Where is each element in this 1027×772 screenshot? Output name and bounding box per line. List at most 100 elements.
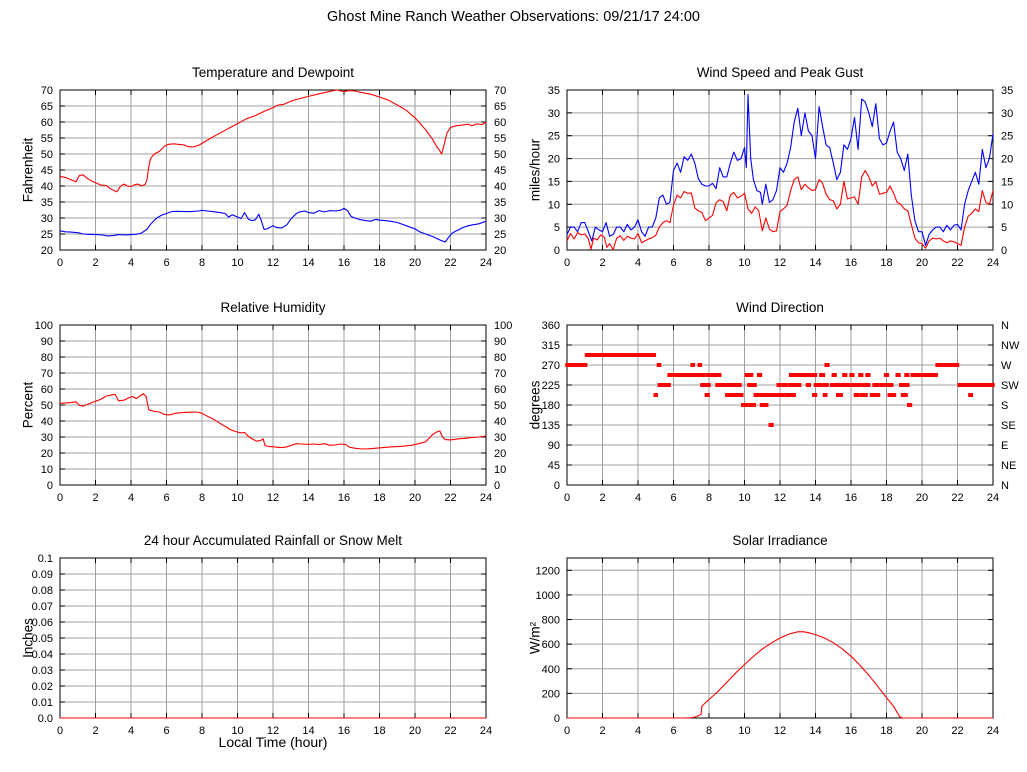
svg-text:70: 70 [41,85,53,97]
svg-text:18: 18 [373,725,385,737]
svg-text:0: 0 [1001,245,1007,257]
svg-text:70: 70 [494,368,506,380]
svg-text:4: 4 [128,257,134,269]
svg-text:8: 8 [706,257,712,269]
svg-text:6: 6 [163,725,169,737]
svg-text:30: 30 [1001,108,1013,120]
svg-text:18: 18 [373,492,385,504]
svg-text:S: S [1001,400,1008,412]
svg-text:80: 80 [494,352,506,364]
svg-text:70: 70 [41,368,53,380]
svg-text:35: 35 [1001,85,1013,97]
svg-text:10: 10 [231,492,243,504]
tick-labels: 0 2 4 6 8 10 12 14 16 18 20 22 240200400600800100012… [536,565,1000,737]
svg-text:20: 20 [409,725,421,737]
svg-text:6: 6 [670,257,676,269]
svg-text:60: 60 [41,384,53,396]
svg-text:400: 400 [542,664,560,676]
svg-text:60: 60 [494,384,506,396]
svg-text:6: 6 [670,492,676,504]
svg-text:24: 24 [987,257,999,269]
svg-text:0: 0 [564,725,570,737]
svg-text:24: 24 [987,725,999,737]
svg-text:24: 24 [480,492,492,504]
svg-text:40: 40 [41,416,53,428]
chart-title-wind-speed-gust: Wind Speed and Peak Gust [696,65,864,80]
chart-title-temperature-dewpoint: Temperature and Dewpoint [191,65,355,80]
panel-rainfall: 24 hour Accumulated Rainfall or Snow Mel… [8,526,513,766]
chart-solar-irradiance: 0 2 4 6 8 10 12 14 16 18 20 22 240200400600800100012… [536,557,1000,737]
svg-text:30: 30 [41,432,53,444]
svg-text:14: 14 [302,257,314,269]
svg-text:22: 22 [951,492,963,504]
svg-text:2: 2 [599,257,605,269]
svg-text:12: 12 [267,257,279,269]
svg-text:200: 200 [542,688,560,700]
svg-text:16: 16 [338,492,350,504]
svg-text:12: 12 [774,492,786,504]
svg-text:50: 50 [41,400,53,412]
svg-text:10: 10 [738,257,750,269]
svg-text:90: 90 [41,336,53,348]
svg-text:0.04: 0.04 [32,649,53,661]
svg-text:10: 10 [231,257,243,269]
svg-text:0: 0 [564,492,570,504]
svg-text:20: 20 [916,257,928,269]
svg-text:N: N [1001,480,1009,492]
svg-text:16: 16 [845,257,857,269]
svg-text:4: 4 [635,257,641,269]
plot-border [59,324,487,486]
svg-text:22: 22 [444,725,456,737]
svg-text:315: 315 [542,340,560,352]
svg-text:35: 35 [41,197,53,209]
page-title: Ghost Mine Ranch Weather Observations: 0… [327,9,700,25]
svg-text:22: 22 [951,257,963,269]
svg-text:4: 4 [635,492,641,504]
svg-text:0.05: 0.05 [32,633,53,645]
svg-text:65: 65 [41,101,53,113]
svg-text:20: 20 [409,257,421,269]
svg-text:20: 20 [916,492,928,504]
svg-text:8: 8 [199,725,205,737]
svg-text:270: 270 [542,360,560,372]
svg-text:1000: 1000 [536,590,560,602]
svg-text:15: 15 [1001,176,1013,188]
svg-text:0.1: 0.1 [38,553,53,565]
series-temperature [59,89,487,193]
svg-text:0.08: 0.08 [32,585,53,597]
chart-rainfall: 0 2 4 6 8 10 12 14 16 18 20 22 240.00.010.020.030.04… [32,553,493,737]
svg-text:15: 15 [548,176,560,188]
svg-text:2: 2 [92,725,98,737]
svg-text:12: 12 [267,492,279,504]
svg-text:55: 55 [41,133,53,145]
svg-text:50: 50 [494,149,506,161]
svg-text:0: 0 [494,480,500,492]
svg-text:4: 4 [128,725,134,737]
svg-text:0: 0 [57,725,63,737]
svg-text:0.09: 0.09 [32,569,53,581]
svg-text:90: 90 [494,336,506,348]
svg-text:1200: 1200 [536,565,560,577]
panel-solar-irradiance: Solar Irradiance W/m² 0 2 4 6 8 10 12 14 16 18 20 2… [515,526,1020,766]
svg-text:25: 25 [494,229,506,241]
svg-text:14: 14 [809,257,821,269]
grid [567,558,993,718]
svg-text:10: 10 [1001,199,1013,211]
plot-border [59,89,487,251]
svg-text:40: 40 [494,416,506,428]
plot-border [566,557,994,719]
svg-text:24: 24 [480,257,492,269]
svg-text:0: 0 [57,492,63,504]
x-axis-label-local-time: Local Time (hour) [218,734,328,750]
svg-text:45: 45 [494,165,506,177]
svg-text:70: 70 [494,85,506,97]
svg-text:W: W [1001,360,1012,372]
svg-text:20: 20 [916,725,928,737]
svg-text:14: 14 [809,492,821,504]
svg-text:40: 40 [41,181,53,193]
svg-text:14: 14 [302,492,314,504]
svg-text:2: 2 [92,492,98,504]
